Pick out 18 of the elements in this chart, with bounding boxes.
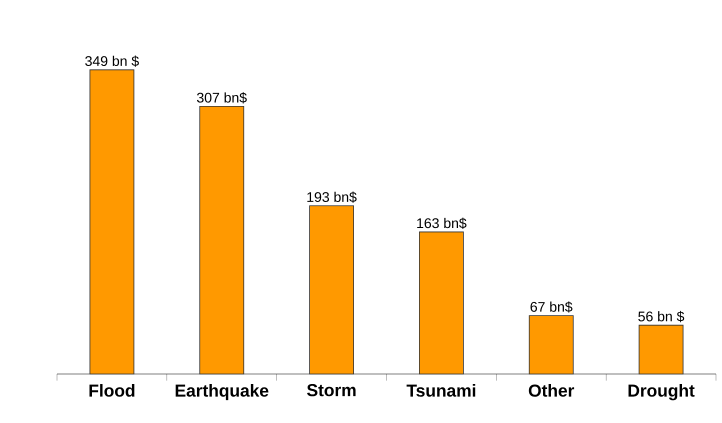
data-label: 349 bn $: [85, 56, 139, 67]
data-label: 67 bn$: [530, 301, 572, 313]
bar: [199, 106, 244, 374]
bar: [528, 315, 574, 374]
x-tick-label: Other: [528, 384, 574, 397]
x-tick-label: Storm: [307, 384, 356, 396]
bar: [638, 324, 684, 374]
bar: [419, 232, 464, 374]
data-label: 163 bn$: [417, 218, 466, 229]
x-tick-label: Flood: [89, 384, 134, 397]
bar: [309, 205, 354, 374]
data-label: 307 bn$: [196, 92, 247, 104]
data-label: 193 bn$: [307, 192, 357, 203]
data-label: 56 bn $: [638, 310, 684, 322]
x-tick-label: Drought: [628, 384, 695, 400]
x-tick-label: Tsunami: [406, 384, 476, 397]
x-tick-label: Earthquake: [176, 384, 268, 400]
bar: [90, 69, 134, 374]
